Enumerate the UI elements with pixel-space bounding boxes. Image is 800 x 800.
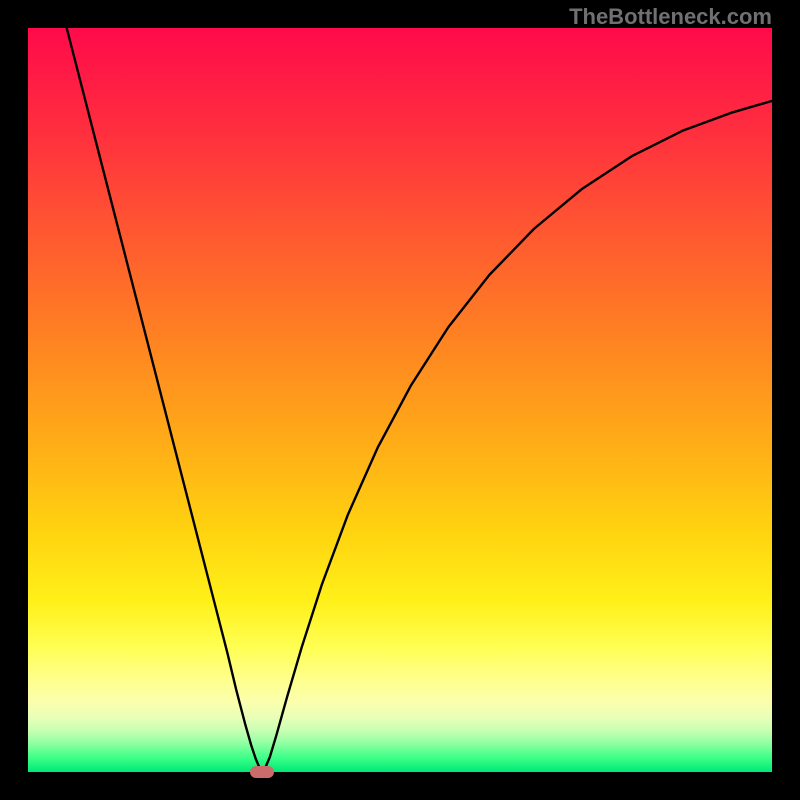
plot-area [28,28,772,772]
chart-container: TheBottleneck.com [0,0,800,800]
optimal-point-marker [250,766,274,778]
watermark-text: TheBottleneck.com [569,4,772,30]
bottleneck-curve [28,28,772,772]
